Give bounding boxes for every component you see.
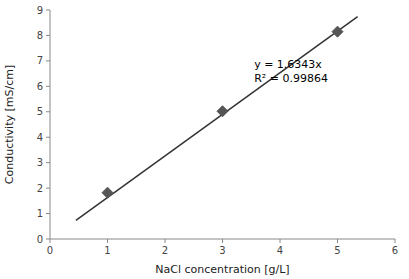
y-tick-label: 9: [37, 5, 43, 16]
y-tick: [46, 111, 50, 112]
y-tick: [46, 213, 50, 214]
x-tick-label: 0: [47, 245, 53, 256]
y-tick-label: 2: [37, 183, 43, 194]
x-tick: [395, 239, 396, 243]
y-tick-label: 3: [37, 157, 43, 168]
annotation-line: y = 1.6343x: [254, 58, 322, 71]
y-axis-line: [50, 10, 51, 239]
x-tick-label: 5: [334, 245, 340, 256]
y-tick: [46, 137, 50, 138]
chart-container: 0 1 2 3 4 5 6 0 1 2 3 4 5 6 7 8 9 NaCl concentration [g/L…: [0, 0, 409, 279]
x-tick-label: 2: [162, 245, 168, 256]
y-tick: [46, 35, 50, 36]
y-tick-label: 7: [37, 55, 43, 66]
y-tick: [46, 162, 50, 163]
annotation: y = 1.6343xR² = 0.99864: [254, 58, 328, 85]
data-point: [332, 26, 343, 37]
x-tick-label: 6: [392, 245, 398, 256]
y-tick-label: 8: [37, 30, 43, 41]
y-tick: [46, 188, 50, 189]
y-tick-label: 5: [37, 106, 43, 117]
data-point: [217, 106, 228, 117]
x-tick-label: 4: [277, 245, 283, 256]
x-tick-label: 1: [104, 245, 110, 256]
chart: 0 1 2 3 4 5 6 0 1 2 3 4 5 6 7 8 9 NaCl concentration [g/L…: [0, 0, 409, 279]
y-axis-label: Conductivity [mS/cm]: [3, 65, 16, 184]
y-tick-label: 0: [37, 234, 43, 245]
x-tick: [222, 239, 223, 243]
y-tick-label: 4: [37, 132, 43, 143]
annotation-line: R² = 0.99864: [254, 72, 328, 85]
x-tick: [165, 239, 166, 243]
y-tick: [46, 60, 50, 61]
x-tick-label: 3: [219, 245, 225, 256]
data-point: [102, 187, 113, 198]
y-tick: [46, 239, 50, 240]
y-tick-label: 1: [37, 208, 43, 219]
x-axis-label: NaCl concentration [g/L]: [155, 263, 289, 276]
y-tick: [46, 86, 50, 87]
trend-line: [76, 17, 358, 221]
plot-area: [76, 17, 358, 221]
axes: 0 1 2 3 4 5 6 0 1 2 3 4 5 6 7 8 9: [37, 5, 399, 257]
x-tick: [280, 239, 281, 243]
y-tick: [46, 10, 50, 11]
x-tick: [337, 239, 338, 243]
y-tick-label: 6: [37, 81, 43, 92]
x-tick: [50, 239, 51, 243]
x-tick: [107, 239, 108, 243]
